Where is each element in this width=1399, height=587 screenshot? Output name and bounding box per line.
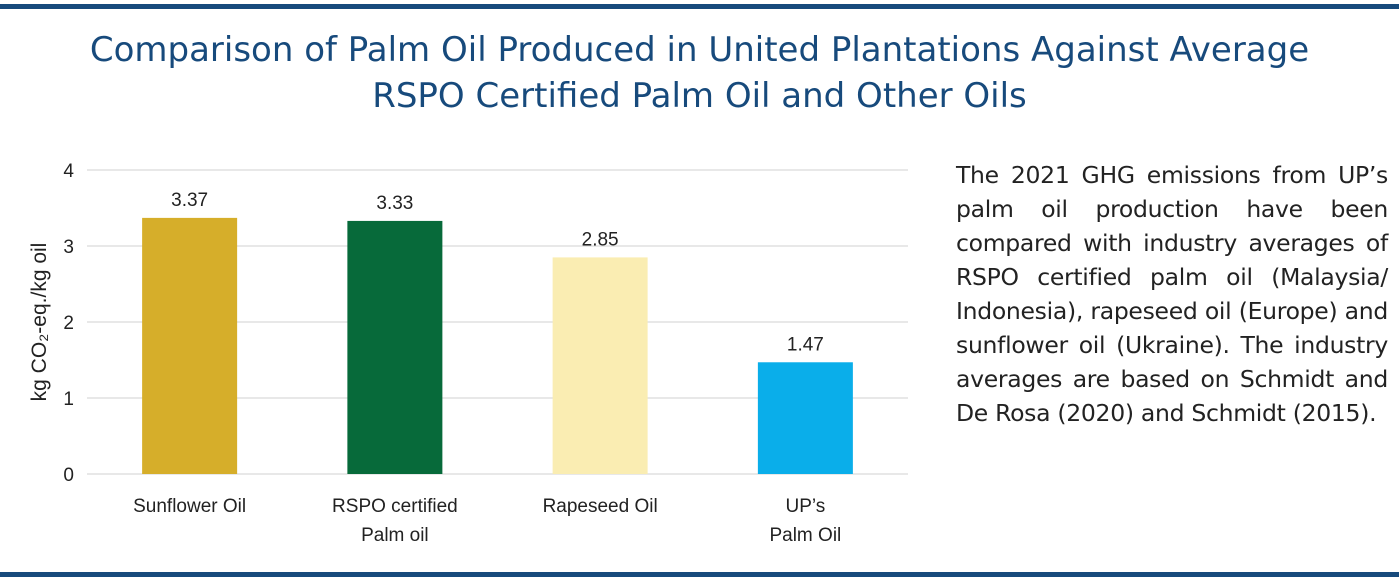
bar-chart: 0 1 2 3 4 kg CO₂-eq./kg oil 3.37 Sunflower Oil 3… bbox=[28, 161, 908, 546]
bar bbox=[757, 362, 853, 474]
y-tick-label: 2 bbox=[63, 313, 74, 334]
data-label: 2.85 bbox=[582, 229, 619, 250]
bar bbox=[347, 220, 443, 474]
x-tick-label: Palm Oil bbox=[769, 525, 841, 546]
data-label: 1.47 bbox=[787, 334, 824, 355]
page-title: Comparison of Palm Oil Produced in Unite… bbox=[0, 27, 1399, 119]
title-line-2: RSPO Certified Palm Oil and Other Oils bbox=[372, 76, 1027, 116]
y-tick-label: 1 bbox=[63, 389, 74, 410]
bottom-rule bbox=[0, 572, 1399, 577]
y-tick-label: 3 bbox=[63, 237, 74, 258]
data-label: 3.33 bbox=[376, 193, 413, 214]
title-line-1: Comparison of Palm Oil Produced in Unite… bbox=[89, 30, 1310, 70]
y-tick-label: 4 bbox=[63, 161, 74, 182]
data-label: 3.37 bbox=[171, 190, 208, 211]
x-tick-label: RSPO certified bbox=[332, 496, 458, 517]
bar bbox=[142, 217, 238, 474]
x-tick-label: UP’s bbox=[785, 496, 825, 517]
x-tick-label: Rapeseed Oil bbox=[543, 496, 658, 517]
description-text: The 2021 GHG emissions from UP’s palm oi… bbox=[956, 161, 1388, 427]
y-tick-label: 0 bbox=[63, 465, 74, 486]
top-rule bbox=[0, 4, 1399, 9]
bar bbox=[552, 257, 648, 474]
x-tick-label: Palm oil bbox=[361, 525, 429, 546]
y-axis-label: kg CO₂-eq./kg oil bbox=[28, 243, 51, 402]
x-tick-label: Sunflower Oil bbox=[133, 496, 246, 517]
